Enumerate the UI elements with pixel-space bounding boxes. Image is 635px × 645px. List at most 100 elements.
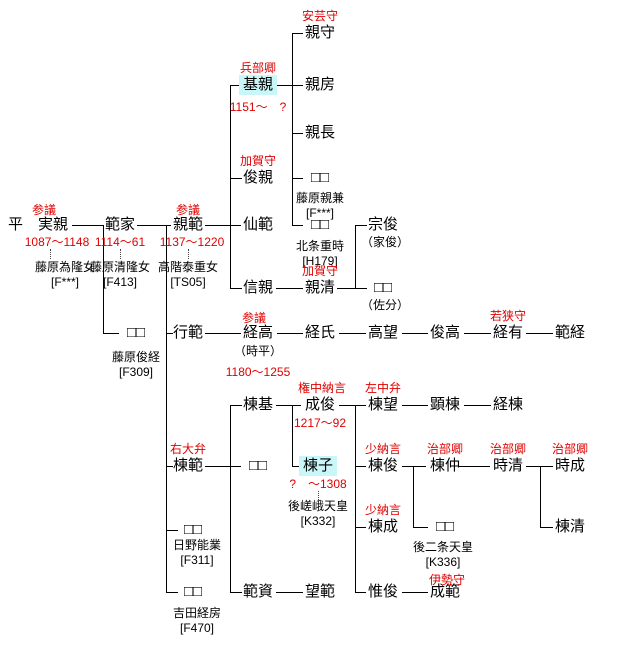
person-title-annotation: 参議 (31, 203, 57, 217)
person-title-annotation: 1151～ ? (229, 100, 287, 114)
person-node: 経高 (242, 324, 274, 341)
person-title-annotation: 加賀守 (301, 264, 339, 278)
person-note-annotation: 後嵯峨天皇 (287, 499, 349, 513)
person-node: 仙範 (242, 216, 274, 233)
connector-line (292, 33, 293, 225)
person-title-annotation: ? ～1308 (289, 477, 347, 491)
person-note-annotation: [K332] (300, 514, 336, 528)
person-node: 惟俊 (367, 583, 399, 600)
person-title-annotation: 参議 (241, 311, 267, 325)
person-node: 俊高 (429, 324, 461, 341)
person-note-annotation: [F***] (50, 275, 80, 289)
person-node: □□ (183, 521, 203, 538)
person-node: 経氏 (304, 324, 336, 341)
connector-line (166, 466, 173, 467)
person-node-highlighted: 棟子 (298, 456, 338, 476)
connector-line (230, 85, 231, 288)
connector-line (402, 405, 428, 406)
person-node: 棟望 (367, 396, 399, 413)
marriage-dotted-line (188, 249, 189, 259)
connector-line (464, 333, 491, 334)
connector-line (540, 527, 553, 528)
connector-line (459, 466, 490, 467)
person-node: 時成 (554, 457, 586, 474)
person-node: 棟清 (554, 518, 586, 535)
connector-line (337, 288, 367, 289)
connector-line (103, 225, 104, 333)
person-node: □□ (310, 216, 330, 233)
person-node: 親守 (304, 24, 336, 41)
person-title-annotation: 右大弁 (169, 442, 207, 456)
person-node: 成範 (429, 583, 461, 600)
person-title-annotation: 治部卿 (489, 442, 527, 456)
connector-line (339, 333, 366, 334)
connector-line (402, 333, 428, 334)
person-title-annotation: 権中納言 (297, 381, 347, 395)
person-title-annotation: 1180～1255 (225, 365, 291, 379)
connector-line (230, 178, 242, 179)
person-note-annotation: [H179] (302, 254, 338, 268)
person-note-annotation: [F309] (118, 365, 154, 379)
connector-line (402, 466, 426, 467)
connector-line (526, 466, 553, 467)
connector-line (205, 225, 241, 226)
person-title-annotation: 治部卿 (426, 442, 464, 456)
person-title-annotation: 左中弁 (364, 381, 402, 395)
person-title-annotation: 治部卿 (551, 442, 589, 456)
connector-line (166, 225, 167, 592)
person-node: 範家 (104, 216, 136, 233)
connector-line (413, 527, 428, 528)
person-title-annotation: 1087～1148 (24, 235, 90, 249)
person-node: 行範 (172, 324, 204, 341)
person-node-highlighted: 基親 (238, 75, 278, 95)
connector-line (413, 466, 414, 527)
person-note-annotation: 藤原為隆女 (34, 260, 96, 274)
connector-line (72, 225, 104, 226)
person-note-annotation: （時平） (233, 344, 283, 358)
connector-line (277, 333, 303, 334)
person-node: □□ (373, 279, 393, 296)
person-title-annotation: 兵部卿 (239, 61, 277, 75)
person-node: 棟範 (172, 457, 204, 474)
person-node: 信親 (242, 279, 274, 296)
person-title-annotation: 安芸守 (301, 9, 339, 23)
person-node: 俊親 (242, 169, 274, 186)
connector-line (292, 405, 293, 466)
marriage-dotted-line (120, 249, 121, 259)
person-node: 棟俊 (367, 457, 399, 474)
person-node: 範経 (554, 324, 586, 341)
person-node: □□ (183, 583, 203, 600)
person-title-annotation: 1137～1220 (159, 235, 225, 249)
person-node: □□ (248, 457, 268, 474)
person-title-annotation: 若狭守 (489, 309, 527, 323)
person-node: 親房 (304, 76, 336, 93)
connector-line (355, 225, 367, 226)
person-node: 棟成 (367, 518, 399, 535)
connector-line (464, 405, 491, 406)
connector-line (230, 592, 242, 593)
person-node: □□ (126, 324, 146, 341)
connector-line (230, 405, 242, 406)
connector-line (355, 405, 356, 592)
person-node: □□ (435, 518, 455, 535)
person-node: □□ (310, 169, 330, 186)
person-title-annotation: 少納言 (364, 442, 402, 456)
connector-line (103, 333, 119, 334)
person-note-annotation: [F311] (180, 553, 214, 567)
connector-line (276, 405, 301, 406)
person-note-annotation: [K336] (425, 555, 461, 569)
connector-line (230, 405, 231, 592)
connector-line (166, 530, 178, 531)
person-note-annotation: 藤原親兼 (295, 191, 345, 205)
person-node: 親長 (304, 124, 336, 141)
connector-line (526, 333, 553, 334)
person-note-annotation: 北条重時 (295, 239, 345, 253)
person-note-annotation: （佐分） (360, 298, 410, 312)
connector-line (339, 405, 366, 406)
connector-line (540, 466, 541, 527)
person-node: 棟仲 (429, 457, 461, 474)
person-node: 高望 (367, 324, 399, 341)
person-node: 顕棟 (429, 396, 461, 413)
person-note-annotation: [F470] (179, 621, 215, 635)
person-node: 宗俊 (367, 216, 399, 233)
